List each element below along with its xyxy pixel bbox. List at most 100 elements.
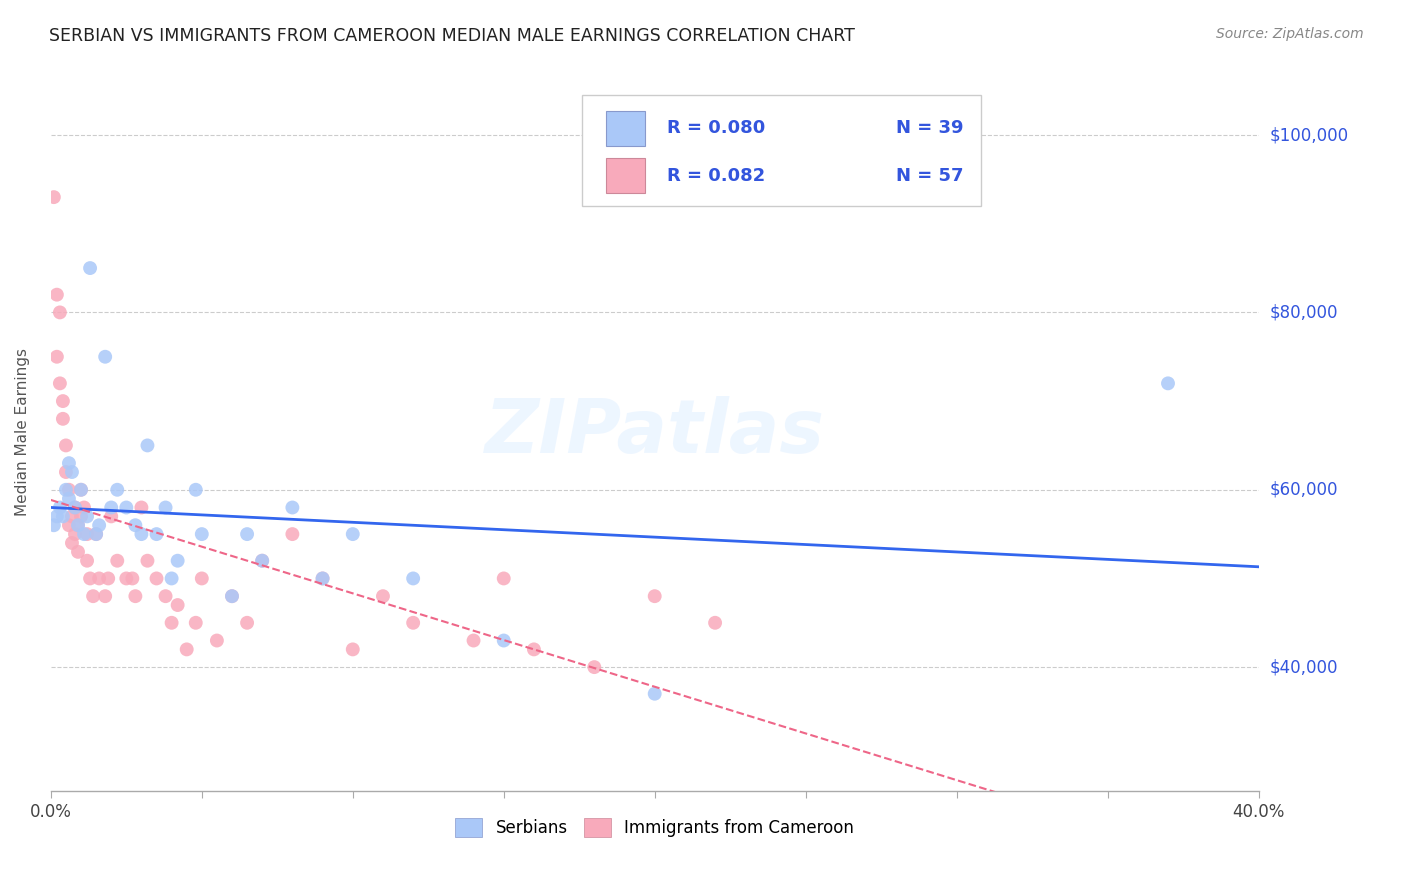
Point <box>166 554 188 568</box>
Point <box>191 527 214 541</box>
Point <box>60 536 83 550</box>
Point <box>42 190 65 204</box>
Text: $80,000: $80,000 <box>1270 303 1339 321</box>
Point <box>105 554 128 568</box>
Point <box>371 589 394 603</box>
Point <box>704 615 727 630</box>
Point <box>115 571 138 585</box>
Point <box>58 483 80 497</box>
Point <box>463 633 485 648</box>
Point <box>100 500 122 515</box>
Point <box>184 615 207 630</box>
Point <box>402 571 425 585</box>
Text: Source: ZipAtlas.com: Source: ZipAtlas.com <box>1216 27 1364 41</box>
Point <box>205 633 228 648</box>
Point <box>221 589 243 603</box>
Legend: Serbians, Immigrants from Cameroon: Serbians, Immigrants from Cameroon <box>449 812 860 844</box>
Point <box>89 571 111 585</box>
Point <box>121 571 143 585</box>
Point <box>60 465 83 479</box>
Text: $60,000: $60,000 <box>1270 481 1339 499</box>
Point <box>166 598 188 612</box>
Point <box>76 554 98 568</box>
Point <box>79 261 101 276</box>
Point <box>155 589 177 603</box>
Point <box>236 527 259 541</box>
Point <box>105 483 128 497</box>
Point <box>45 509 67 524</box>
Point <box>42 518 65 533</box>
Point <box>281 527 304 541</box>
Point <box>1157 376 1180 391</box>
Text: SERBIAN VS IMMIGRANTS FROM CAMEROON MEDIAN MALE EARNINGS CORRELATION CHART: SERBIAN VS IMMIGRANTS FROM CAMEROON MEDI… <box>49 27 855 45</box>
Point <box>73 527 96 541</box>
Point <box>97 571 120 585</box>
Point <box>136 554 159 568</box>
Point <box>145 571 167 585</box>
Point <box>176 642 198 657</box>
Point <box>250 554 273 568</box>
Point <box>94 350 117 364</box>
Point <box>523 642 546 657</box>
Point <box>160 571 183 585</box>
Point <box>492 633 515 648</box>
Point <box>70 483 93 497</box>
Point <box>79 571 101 585</box>
Point <box>76 527 98 541</box>
Point <box>60 509 83 524</box>
Point <box>73 500 96 515</box>
Point <box>221 589 243 603</box>
Point <box>342 642 364 657</box>
Text: N = 57: N = 57 <box>896 167 963 185</box>
Point <box>155 500 177 515</box>
Point <box>184 483 207 497</box>
Point <box>58 518 80 533</box>
Point <box>63 500 86 515</box>
Point <box>66 518 89 533</box>
Point <box>124 518 146 533</box>
Point <box>52 509 75 524</box>
Point <box>644 687 666 701</box>
Point <box>115 500 138 515</box>
Point <box>342 527 364 541</box>
Point <box>160 615 183 630</box>
Point <box>45 287 67 301</box>
Text: R = 0.080: R = 0.080 <box>666 120 765 137</box>
Point <box>55 483 77 497</box>
Point <box>66 518 89 533</box>
Point <box>49 376 72 391</box>
Point <box>52 412 75 426</box>
Point <box>63 500 86 515</box>
Point <box>131 500 153 515</box>
Point <box>402 615 425 630</box>
Bar <box>606 111 645 145</box>
Point <box>52 394 75 409</box>
FancyBboxPatch shape <box>582 95 981 206</box>
Point <box>131 527 153 541</box>
Point <box>55 465 77 479</box>
Point <box>82 589 104 603</box>
Bar <box>606 159 645 193</box>
Point <box>55 438 77 452</box>
Point <box>644 589 666 603</box>
Point <box>94 589 117 603</box>
Point <box>281 500 304 515</box>
Point <box>236 615 259 630</box>
Point <box>492 571 515 585</box>
Point <box>84 527 107 541</box>
Point <box>145 527 167 541</box>
Point <box>45 350 67 364</box>
Y-axis label: Median Male Earnings: Median Male Earnings <box>15 348 30 516</box>
Point <box>49 500 72 515</box>
Point <box>124 589 146 603</box>
Point <box>76 509 98 524</box>
Point <box>250 554 273 568</box>
Point <box>311 571 333 585</box>
Text: ZIPatlas: ZIPatlas <box>485 396 825 468</box>
Text: N = 39: N = 39 <box>896 120 963 137</box>
Point <box>70 509 93 524</box>
Point <box>49 305 72 319</box>
Text: $40,000: $40,000 <box>1270 658 1339 676</box>
Point <box>58 491 80 506</box>
Text: R = 0.082: R = 0.082 <box>666 167 765 185</box>
